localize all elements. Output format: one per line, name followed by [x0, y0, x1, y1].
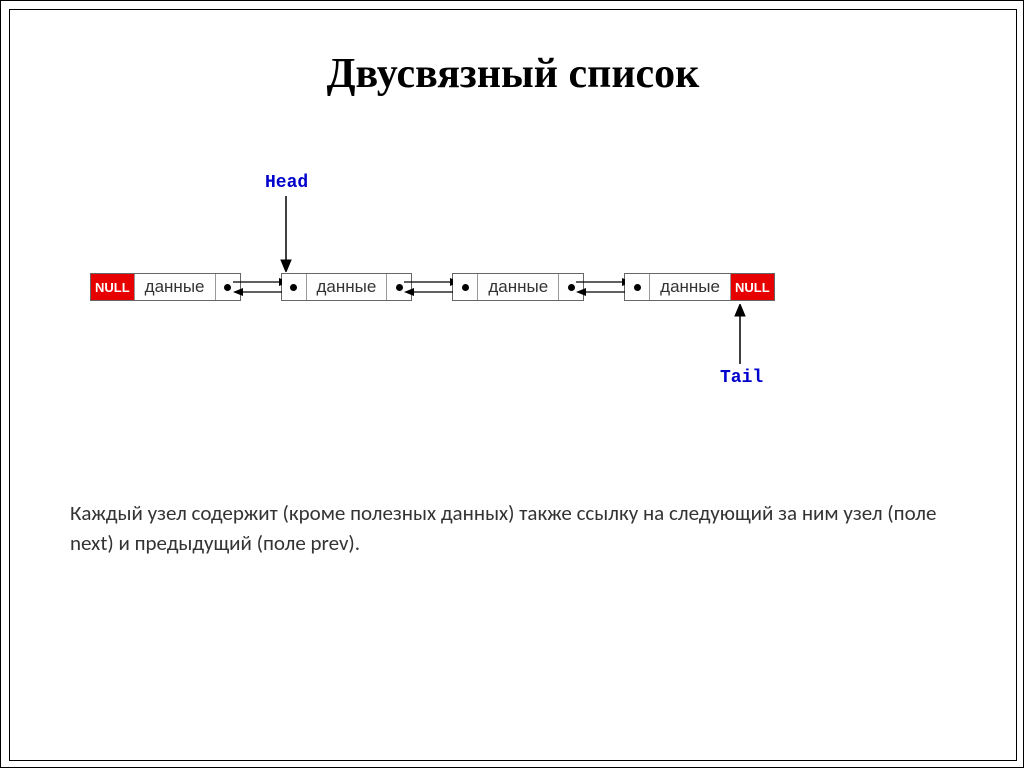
prev-pointer-cell: [282, 274, 306, 300]
pointer-dot-icon: [290, 284, 297, 291]
list-node: данные: [281, 273, 413, 301]
data-cell: данные: [477, 274, 559, 300]
head-label: Head: [265, 173, 308, 193]
tail-arrow: [733, 304, 747, 364]
list-node: данные NULL: [624, 273, 775, 301]
list-node: NULL данные: [90, 273, 241, 301]
data-cell: данные: [306, 274, 388, 300]
link-gap: [412, 273, 452, 301]
prev-pointer-cell: [625, 274, 649, 300]
outer-frame: Двусвязный список Head NULL данные: [0, 0, 1024, 768]
tail-label: Tail: [720, 368, 763, 388]
null-cell: NULL: [91, 274, 134, 300]
page-title: Двусвязный список: [60, 50, 966, 98]
head-arrow: [279, 196, 293, 272]
nodes-row: NULL данные: [90, 273, 936, 301]
data-cell: данные: [134, 274, 216, 300]
description-text: Каждый узел содержит (кроме полезных дан…: [60, 498, 966, 559]
pointer-dot-icon: [634, 284, 641, 291]
prev-pointer-cell: [453, 274, 477, 300]
linked-list-diagram: Head NULL данные: [90, 158, 936, 418]
null-cell: NULL: [731, 274, 774, 300]
pointer-dot-icon: [462, 284, 469, 291]
link-gap: [584, 273, 624, 301]
link-gap: [241, 273, 281, 301]
slide-frame: Двусвязный список Head NULL данные: [9, 9, 1017, 761]
list-node: данные: [452, 273, 584, 301]
data-cell: данные: [649, 274, 731, 300]
